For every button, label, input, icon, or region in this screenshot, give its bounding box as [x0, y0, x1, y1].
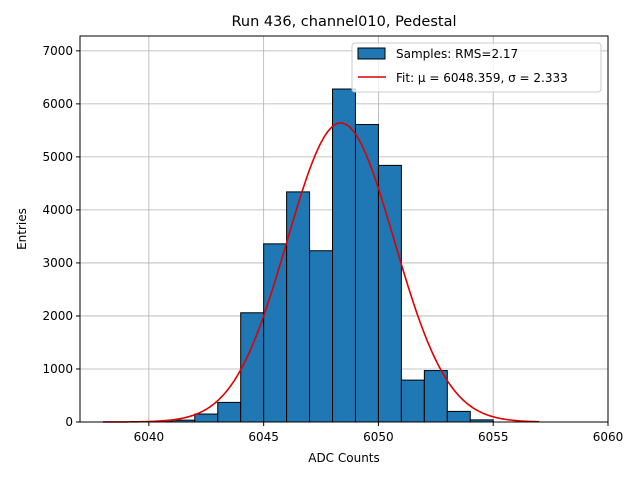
- y-axis-ticks: 0 1000 2000 3000 4000 5000 6000 7000: [42, 44, 80, 429]
- y-axis-label: Entries: [15, 208, 29, 250]
- fit-curve: [102, 122, 540, 423]
- histogram-bar: [217, 401, 242, 423]
- legend: Samples: RMS=2.17 Fit: μ = 6048.359, σ =…: [351, 42, 602, 93]
- y-tick-label: 3000: [42, 256, 73, 270]
- x-tick-label: 6040: [134, 430, 165, 444]
- histogram-bar: [240, 312, 265, 423]
- histogram-bar: [309, 250, 334, 423]
- histogram-bar: [423, 370, 448, 423]
- y-tick-label: 4000: [42, 203, 73, 217]
- legend-box: [351, 42, 602, 93]
- plot-frame: [79, 35, 609, 423]
- legend-samples-swatch: [357, 47, 386, 60]
- histogram-bar: [400, 379, 425, 423]
- x-axis-ticks: 6040 6045 6050 6055 6060: [134, 422, 624, 444]
- histogram-bar: [332, 88, 356, 423]
- legend-samples-label: Samples: RMS=2.17: [396, 47, 518, 61]
- x-tick-label: 6050: [363, 430, 394, 444]
- y-tick-label: 5000: [42, 150, 73, 164]
- y-tick-label: 6000: [42, 97, 73, 111]
- y-tick-label: 1000: [42, 362, 73, 376]
- y-tick-label: 2000: [42, 309, 73, 323]
- legend-fit-label: Fit: μ = 6048.359, σ = 2.333: [396, 71, 568, 85]
- y-tick-label: 7000: [42, 44, 73, 58]
- x-tick-label: 6045: [248, 430, 279, 444]
- y-tick-label: 0: [65, 415, 73, 429]
- histogram-bar: [377, 164, 402, 423]
- histogram-bar: [446, 410, 471, 423]
- chart-title: Run 436, channel010, Pedestal: [231, 14, 456, 30]
- x-tick-label: 6055: [478, 430, 509, 444]
- histogram-bar: [286, 191, 311, 423]
- histogram-bar: [263, 243, 288, 423]
- histogram-bar: [194, 413, 219, 423]
- x-tick-label: 6060: [593, 430, 624, 444]
- x-axis-label: ADC Counts: [308, 451, 380, 465]
- histogram-bar: [354, 124, 379, 423]
